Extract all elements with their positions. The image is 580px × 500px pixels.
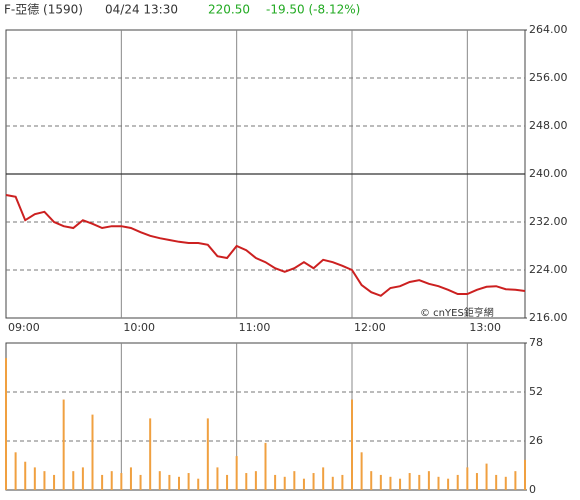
y-tick-label: 256.00 — [529, 71, 568, 84]
volume-bar — [389, 476, 392, 490]
volume-bar — [447, 478, 450, 490]
x-tick-label: 12:00 — [354, 321, 386, 334]
volume-bar — [178, 476, 180, 490]
y-tick-label: 52 — [529, 385, 543, 398]
volume-bar — [187, 473, 190, 490]
y-tick-label: 224.00 — [529, 263, 568, 276]
volume-bar — [302, 478, 305, 490]
volume-bar — [322, 467, 325, 490]
y-tick-label: 26 — [529, 434, 543, 447]
volume-bar — [408, 473, 411, 490]
volume-bar — [245, 473, 248, 490]
volume-bar — [129, 467, 132, 490]
volume-bar — [504, 476, 507, 490]
volume-bar — [360, 452, 363, 490]
stock-name: F-亞德 (1590) — [4, 2, 83, 17]
volume-bar — [235, 456, 238, 490]
volume-bar — [216, 467, 219, 490]
volume-bar — [427, 471, 430, 490]
x-tick-label: 13:00 — [469, 321, 501, 334]
x-tick-label: 09:00 — [8, 321, 40, 334]
volume-bar — [139, 474, 142, 490]
watermark: © cnYES鉅亨網 — [420, 306, 494, 319]
volume-bar — [370, 471, 373, 490]
volume-bar — [91, 414, 94, 490]
volume-bar — [514, 471, 517, 490]
volume-bar — [72, 471, 75, 490]
price-line — [5, 194, 526, 297]
volume-bar — [33, 467, 36, 490]
x-tick-label: 11:00 — [239, 321, 271, 334]
volume-bar — [120, 473, 123, 490]
y-tick-label: 240.00 — [529, 167, 568, 180]
volume-bar — [53, 474, 56, 490]
volume-bar — [264, 442, 267, 490]
y-tick-label: 0 — [529, 483, 536, 496]
volume-bar — [418, 474, 421, 490]
volume-bar — [341, 474, 344, 490]
volume-bar — [168, 474, 171, 490]
volume-bar — [475, 473, 478, 490]
volume-bar — [24, 461, 27, 490]
price: 220.50 — [208, 3, 250, 17]
volume-bar — [466, 467, 469, 490]
volume-bar — [331, 476, 334, 490]
volume-bar — [293, 471, 296, 490]
volume-bar — [5, 358, 7, 490]
y-tick-label: 78 — [529, 336, 543, 349]
y-tick-label: 216.00 — [529, 311, 568, 324]
volume-bar — [62, 399, 65, 490]
volume-bar — [149, 418, 152, 490]
volume-bar — [226, 474, 229, 490]
volume-bar — [197, 478, 200, 490]
y-tick-label: 248.00 — [529, 119, 568, 132]
volume-bar — [14, 452, 17, 490]
volume-bar — [524, 459, 526, 490]
volume-bar — [495, 474, 498, 490]
volume-bar — [254, 471, 257, 490]
change: -19.50 (-8.12%) — [266, 3, 360, 17]
volume-bar — [110, 471, 113, 490]
volume-bar — [351, 399, 353, 490]
volume-bar — [206, 418, 209, 490]
volume-bar — [43, 471, 46, 490]
volume-bar — [399, 478, 402, 490]
volume-bar — [437, 476, 440, 490]
volume-bar — [485, 463, 488, 490]
volume-bar — [274, 474, 277, 490]
volume-bar — [456, 474, 459, 490]
volume-bar — [283, 476, 286, 490]
volume-bar — [101, 474, 104, 490]
volume-bar — [158, 471, 161, 490]
volume-bar — [379, 474, 382, 490]
y-tick-label: 232.00 — [529, 215, 568, 228]
y-tick-label: 264.00 — [529, 23, 568, 36]
x-tick-label: 10:00 — [123, 321, 155, 334]
volume-bar — [312, 473, 315, 490]
volume-bar — [81, 467, 84, 490]
datetime: 04/24 13:30 — [105, 3, 178, 17]
